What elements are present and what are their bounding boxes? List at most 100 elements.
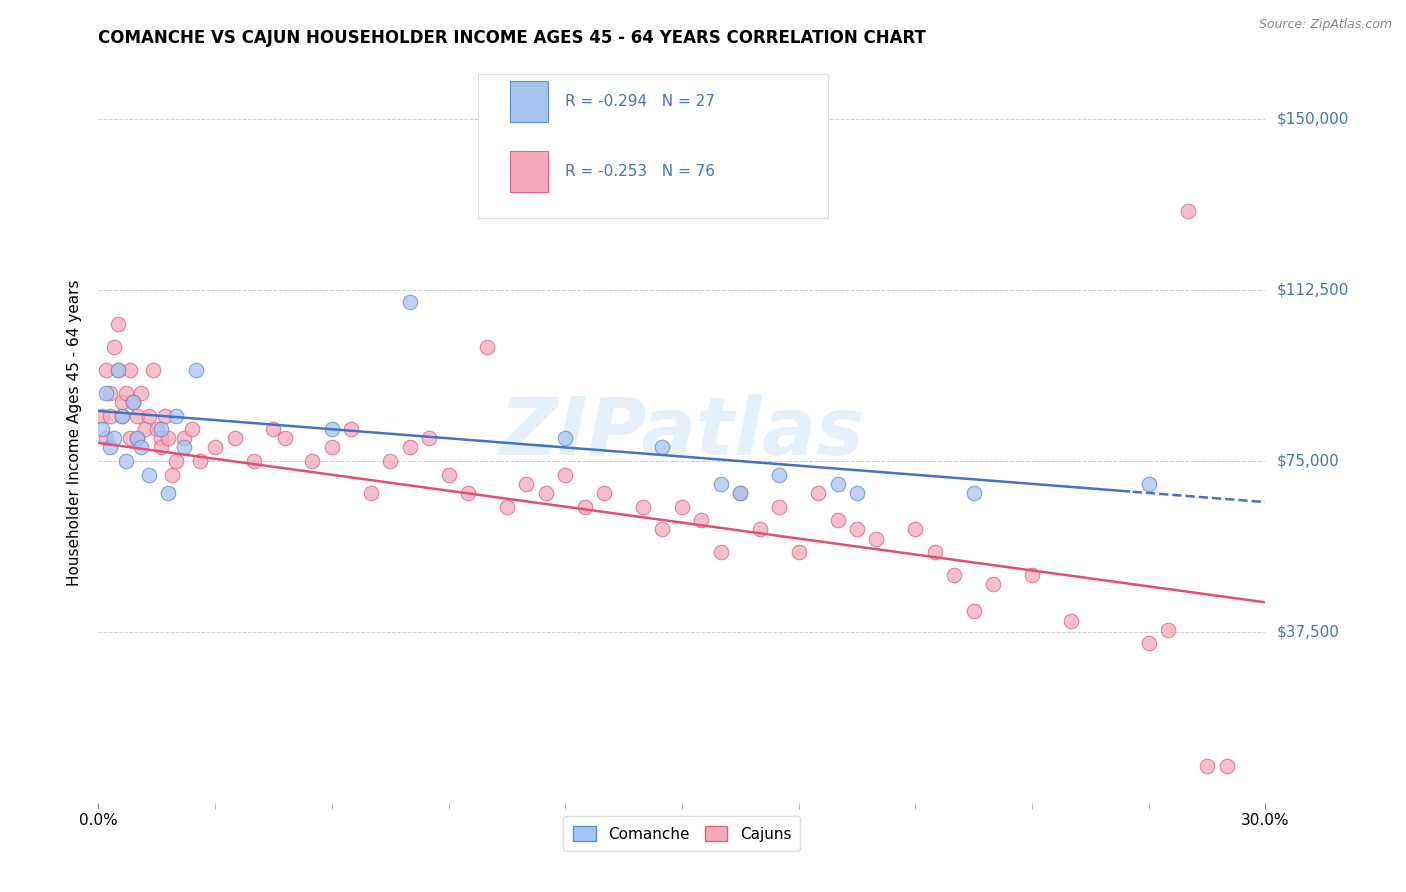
Text: ZIPatlas: ZIPatlas [499, 393, 865, 472]
Point [962, 486, 984, 500]
Point [129, 441, 152, 455]
Point [138, 467, 160, 482]
Point [865, 532, 887, 546]
Point [651, 441, 673, 455]
Point [114, 454, 136, 468]
FancyBboxPatch shape [478, 73, 828, 218]
Point [690, 513, 713, 527]
Point [340, 422, 363, 436]
Point [398, 441, 420, 455]
Point [671, 500, 693, 514]
Point [768, 467, 790, 482]
Point [1195, 759, 1218, 773]
Point [321, 422, 343, 436]
Point [846, 523, 869, 537]
Point [107, 363, 129, 377]
Point [122, 395, 145, 409]
Point [173, 441, 195, 455]
Point [173, 431, 195, 445]
Point [157, 431, 180, 445]
Text: $37,500: $37,500 [1277, 624, 1340, 640]
Text: COMANCHE VS CAJUN HOUSEHOLDER INCOME AGES 45 - 64 YEARS CORRELATION CHART: COMANCHE VS CAJUN HOUSEHOLDER INCOME AGE… [98, 29, 927, 47]
Legend: Comanche, Cajuns: Comanche, Cajuns [564, 816, 800, 851]
Point [118, 363, 141, 377]
Point [127, 431, 149, 445]
Point [1137, 476, 1160, 491]
Y-axis label: Householder Income Ages 45 - 64 years: Householder Income Ages 45 - 64 years [67, 279, 83, 586]
Point [142, 363, 165, 377]
Point [301, 454, 323, 468]
Point [91, 422, 114, 436]
Point [515, 476, 537, 491]
Point [787, 545, 810, 559]
Point [651, 523, 673, 537]
Point [103, 431, 125, 445]
Point [321, 441, 343, 455]
Point [574, 500, 596, 514]
Point [1177, 203, 1199, 218]
FancyBboxPatch shape [510, 81, 548, 121]
Point [1137, 636, 1160, 650]
Point [730, 486, 752, 500]
Point [91, 409, 114, 423]
Point [554, 467, 576, 482]
Point [165, 454, 187, 468]
Point [730, 486, 752, 500]
Point [157, 486, 180, 500]
Point [127, 409, 149, 423]
Point [1021, 568, 1043, 582]
Point [129, 385, 152, 400]
Point [496, 500, 519, 514]
Point [631, 500, 654, 514]
Point [262, 422, 284, 436]
Point [107, 363, 129, 377]
Point [224, 431, 246, 445]
Point [162, 467, 184, 482]
Point [138, 409, 160, 423]
Point [98, 385, 121, 400]
Point [204, 441, 226, 455]
Text: R = -0.294   N = 27: R = -0.294 N = 27 [565, 94, 716, 109]
Point [710, 545, 733, 559]
Point [554, 431, 576, 445]
Point [98, 441, 121, 455]
Point [827, 513, 849, 527]
Point [184, 363, 207, 377]
Point [380, 454, 402, 468]
Point [180, 422, 202, 436]
Point [274, 431, 297, 445]
Point [807, 486, 830, 500]
Point [1157, 623, 1180, 637]
Text: R = -0.253   N = 76: R = -0.253 N = 76 [565, 164, 716, 179]
Point [1215, 759, 1237, 773]
Point [165, 409, 187, 423]
Point [111, 395, 134, 409]
Point [149, 431, 172, 445]
Point [593, 486, 616, 500]
Point [477, 340, 499, 354]
Point [398, 294, 420, 309]
Point [748, 523, 770, 537]
Point [1060, 614, 1083, 628]
Point [134, 422, 156, 436]
Point [96, 363, 118, 377]
Point [457, 486, 479, 500]
Point [827, 476, 849, 491]
Point [418, 431, 440, 445]
Point [981, 577, 1004, 591]
Point [710, 476, 733, 491]
Text: Source: ZipAtlas.com: Source: ZipAtlas.com [1258, 18, 1392, 31]
Point [96, 431, 118, 445]
Point [118, 431, 141, 445]
Point [107, 318, 129, 332]
Point [904, 523, 927, 537]
Point [122, 395, 145, 409]
Point [437, 467, 460, 482]
Point [962, 604, 984, 618]
Point [149, 422, 172, 436]
Point [98, 409, 121, 423]
Text: $150,000: $150,000 [1277, 112, 1348, 127]
Point [943, 568, 966, 582]
Text: $112,500: $112,500 [1277, 283, 1348, 298]
Point [111, 409, 134, 423]
